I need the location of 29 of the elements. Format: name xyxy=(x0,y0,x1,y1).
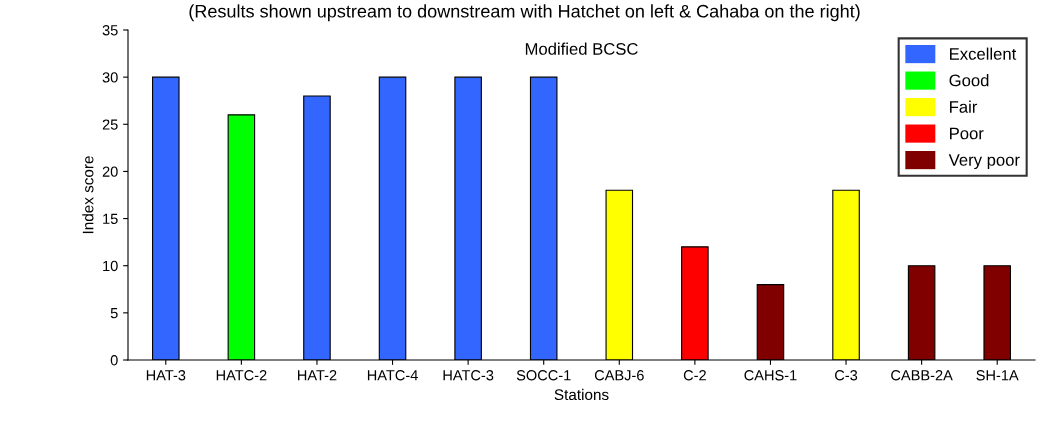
x-tick-label: CABJ-6 xyxy=(594,370,644,381)
x-tick-label: SH-1A xyxy=(976,370,1019,381)
legend-label: Excellent xyxy=(950,47,1017,60)
x-tick-label: HAT-3 xyxy=(146,370,186,381)
x-axis-title: Stations xyxy=(554,388,609,401)
y-tick-label: 0 xyxy=(110,355,118,366)
x-tick-label: C-3 xyxy=(835,370,858,381)
x-tick-label: HATC-2 xyxy=(216,370,267,381)
x-tick-label: SOCC-1 xyxy=(516,370,571,381)
x-tick-label: CAHS-1 xyxy=(744,370,797,381)
x-tick-label: HATC-4 xyxy=(367,370,418,381)
y-tick-label: 15 xyxy=(103,213,118,224)
y-axis-title: Index score xyxy=(82,156,94,234)
y-tick-label: 25 xyxy=(102,119,118,130)
legend-label: Fair xyxy=(950,100,978,113)
legend-label: Poor xyxy=(950,127,984,140)
text: Modified BCSC xyxy=(525,42,638,55)
legend-label: Good xyxy=(949,74,989,87)
y-tick-label: 35 xyxy=(102,25,118,36)
x-tick-label: HATC-3 xyxy=(443,370,494,381)
x-tick-label: C-2 xyxy=(683,370,706,381)
y-tick-label: 30 xyxy=(102,72,118,83)
x-tick-label: HAT-2 xyxy=(298,370,337,381)
y-tick-label: 20 xyxy=(102,166,118,177)
y-tick-label: 5 xyxy=(110,308,118,319)
legend-label: Very poor xyxy=(948,154,1020,170)
text: (Results shown upstream to downstream with Hatchet on left & Cahaba on the right) xyxy=(189,4,860,22)
y-tick-label: 10 xyxy=(103,260,118,272)
x-tick-label: CABB-2A xyxy=(891,370,953,381)
